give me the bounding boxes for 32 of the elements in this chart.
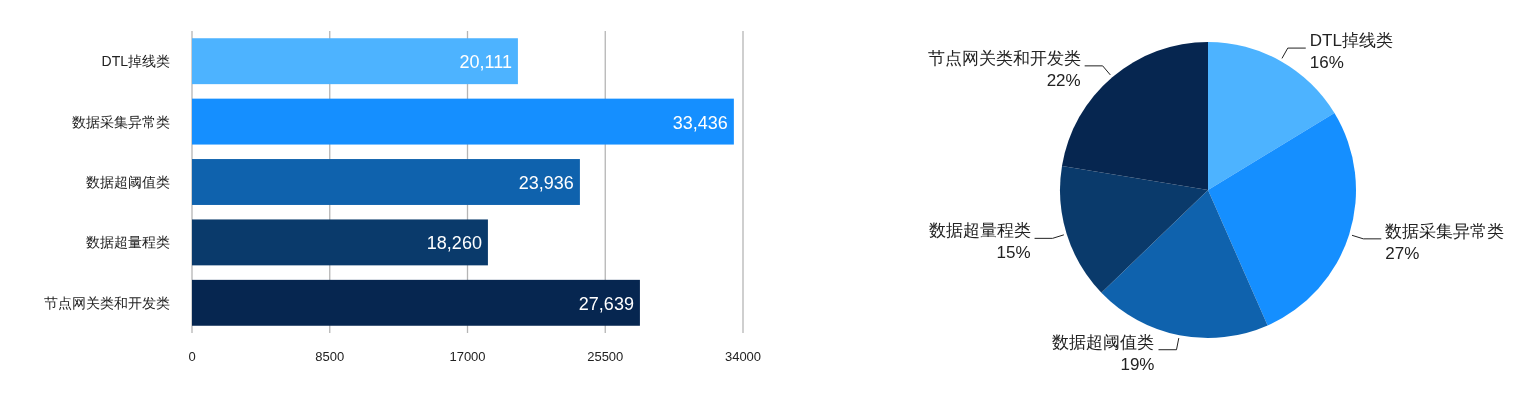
- x-tick-label: 8500: [315, 349, 345, 364]
- data-label: 27,639: [578, 293, 634, 314]
- data-label: 22%: [1046, 70, 1081, 90]
- pie-slice: [1060, 165, 1208, 293]
- slice-label: 数据超阈值类: [1052, 332, 1155, 352]
- x-tick-label: 17000: [449, 349, 486, 364]
- slice-label: 数据采集异常类: [1385, 221, 1505, 241]
- slice-label: 数据超量程类: [928, 221, 1031, 241]
- slice-label: 节点网关类和开发类: [927, 48, 1081, 68]
- y-tick-label: 数据采集异常类: [72, 113, 170, 130]
- bar: [192, 279, 640, 326]
- data-label: 33,436: [672, 112, 728, 133]
- data-label: 16%: [1309, 53, 1344, 73]
- data-label: 20,111: [459, 52, 512, 73]
- bar: [192, 219, 488, 266]
- data-label: 27%: [1385, 243, 1420, 263]
- data-label: 15%: [996, 243, 1031, 263]
- data-label: 23,936: [518, 173, 574, 193]
- data-label: 19%: [1120, 354, 1155, 374]
- x-tick-label: 25500: [587, 349, 624, 364]
- y-tick-label: DTL掉线类: [101, 53, 170, 70]
- y-tick-label: 数据超量程类: [86, 234, 170, 251]
- slice-label: DTL掉线类: [1309, 31, 1393, 51]
- data-label: 18,260: [426, 233, 482, 254]
- bar: [192, 159, 580, 205]
- bar: [192, 38, 518, 85]
- y-tick-label: 节点网关类和开发类: [44, 294, 170, 311]
- bar: [192, 98, 734, 145]
- y-tick-label: 数据超阈值类: [86, 174, 170, 190]
- x-tick-label: 0: [188, 349, 196, 364]
- x-tick-label: 34000: [724, 349, 762, 364]
- pie-slice: [1208, 113, 1356, 326]
